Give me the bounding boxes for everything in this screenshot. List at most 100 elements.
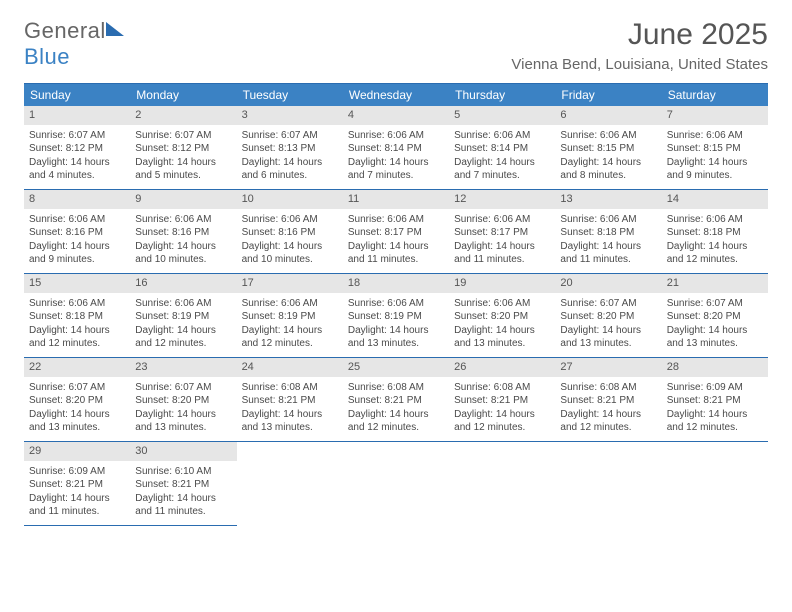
cell-line-sunrise: Sunrise: 6:06 AM (29, 213, 125, 227)
date-number: 25 (343, 358, 449, 377)
cell-line-sunset: Sunset: 8:18 PM (667, 226, 763, 240)
cell-line-day1: Daylight: 14 hours (560, 156, 656, 170)
date-number: 21 (662, 274, 768, 293)
cell-line-day1: Daylight: 14 hours (348, 408, 444, 422)
cell-line-sunset: Sunset: 8:18 PM (560, 226, 656, 240)
cell-line-day2: and 13 minutes. (348, 337, 444, 351)
cell-line-day2: and 12 minutes. (667, 421, 763, 435)
cell-line-sunrise: Sunrise: 6:08 AM (242, 381, 338, 395)
cell-line-day2: and 13 minutes. (560, 337, 656, 351)
cell-line-day2: and 12 minutes. (135, 337, 231, 351)
cell-line-day1: Daylight: 14 hours (454, 408, 550, 422)
cell-line-day2: and 9 minutes. (29, 253, 125, 267)
date-number: 30 (130, 442, 236, 461)
cell-line-sunrise: Sunrise: 6:07 AM (560, 297, 656, 311)
cell-line-sunrise: Sunrise: 6:06 AM (135, 297, 231, 311)
calendar-cell: 1Sunrise: 6:07 AMSunset: 8:12 PMDaylight… (24, 106, 130, 190)
cell-line-sunrise: Sunrise: 6:07 AM (29, 381, 125, 395)
cell-line-day2: and 13 minutes. (29, 421, 125, 435)
cell-line-day1: Daylight: 14 hours (560, 408, 656, 422)
cell-line-sunset: Sunset: 8:15 PM (667, 142, 763, 156)
cell-line-sunrise: Sunrise: 6:06 AM (454, 129, 550, 143)
date-number: 24 (237, 358, 343, 377)
cell-line-day1: Daylight: 14 hours (560, 240, 656, 254)
cell-line-sunrise: Sunrise: 6:06 AM (135, 213, 231, 227)
cell-line-day1: Daylight: 14 hours (29, 324, 125, 338)
cell-line-sunset: Sunset: 8:17 PM (454, 226, 550, 240)
cell-line-day1: Daylight: 14 hours (348, 324, 444, 338)
date-number: 1 (24, 106, 130, 125)
weekday-header: Thursday (449, 84, 555, 106)
calendar-cell-empty (343, 442, 449, 526)
cell-line-day1: Daylight: 14 hours (29, 408, 125, 422)
brand-part2: Blue (24, 44, 70, 69)
cell-line-sunrise: Sunrise: 6:08 AM (348, 381, 444, 395)
cell-line-sunset: Sunset: 8:19 PM (135, 310, 231, 324)
cell-line-sunrise: Sunrise: 6:06 AM (29, 297, 125, 311)
calendar-cell: 21Sunrise: 6:07 AMSunset: 8:20 PMDayligh… (662, 274, 768, 358)
cell-line-sunrise: Sunrise: 6:06 AM (348, 213, 444, 227)
calendar-cell: 27Sunrise: 6:08 AMSunset: 8:21 PMDayligh… (555, 358, 661, 442)
cell-line-sunrise: Sunrise: 6:06 AM (242, 213, 338, 227)
cell-line-sunset: Sunset: 8:21 PM (667, 394, 763, 408)
cell-line-day1: Daylight: 14 hours (242, 324, 338, 338)
calendar-cell: 14Sunrise: 6:06 AMSunset: 8:18 PMDayligh… (662, 190, 768, 274)
cell-line-day1: Daylight: 14 hours (242, 240, 338, 254)
cell-line-day2: and 7 minutes. (454, 169, 550, 183)
cell-line-day2: and 12 minutes. (242, 337, 338, 351)
location-label: Vienna Bend, Louisiana, United States (511, 56, 768, 73)
cell-line-day2: and 12 minutes. (29, 337, 125, 351)
cell-line-sunset: Sunset: 8:19 PM (242, 310, 338, 324)
cell-line-day2: and 11 minutes. (135, 505, 231, 519)
calendar-cell-empty (237, 442, 343, 526)
calendar-grid: SundayMondayTuesdayWednesdayThursdayFrid… (24, 83, 768, 526)
date-number: 22 (24, 358, 130, 377)
cell-line-sunset: Sunset: 8:16 PM (135, 226, 231, 240)
date-number: 15 (24, 274, 130, 293)
cell-line-sunrise: Sunrise: 6:07 AM (135, 129, 231, 143)
cell-line-day2: and 12 minutes. (560, 421, 656, 435)
cell-line-day1: Daylight: 14 hours (135, 492, 231, 506)
calendar-cell: 12Sunrise: 6:06 AMSunset: 8:17 PMDayligh… (449, 190, 555, 274)
cell-line-sunrise: Sunrise: 6:07 AM (667, 297, 763, 311)
cell-line-day1: Daylight: 14 hours (135, 408, 231, 422)
calendar-cell: 16Sunrise: 6:06 AMSunset: 8:19 PMDayligh… (130, 274, 236, 358)
cell-line-sunset: Sunset: 8:20 PM (560, 310, 656, 324)
date-number: 2 (130, 106, 236, 125)
cell-line-sunrise: Sunrise: 6:06 AM (454, 297, 550, 311)
cell-line-day2: and 11 minutes. (348, 253, 444, 267)
cell-line-sunrise: Sunrise: 6:07 AM (135, 381, 231, 395)
calendar-cell-empty (555, 442, 661, 526)
calendar-cell: 3Sunrise: 6:07 AMSunset: 8:13 PMDaylight… (237, 106, 343, 190)
cell-line-day1: Daylight: 14 hours (29, 156, 125, 170)
cell-line-day1: Daylight: 14 hours (135, 156, 231, 170)
date-number: 28 (662, 358, 768, 377)
cell-line-sunrise: Sunrise: 6:06 AM (242, 297, 338, 311)
cell-line-sunrise: Sunrise: 6:08 AM (454, 381, 550, 395)
calendar-cell-empty (449, 442, 555, 526)
cell-line-day2: and 10 minutes. (242, 253, 338, 267)
cell-line-day1: Daylight: 14 hours (667, 156, 763, 170)
date-number: 4 (343, 106, 449, 125)
calendar-cell: 23Sunrise: 6:07 AMSunset: 8:20 PMDayligh… (130, 358, 236, 442)
cell-line-day2: and 12 minutes. (667, 253, 763, 267)
cell-line-day2: and 11 minutes. (454, 253, 550, 267)
date-number: 8 (24, 190, 130, 209)
date-number: 26 (449, 358, 555, 377)
cell-line-day2: and 11 minutes. (29, 505, 125, 519)
title-block: June 2025 Vienna Bend, Louisiana, United… (511, 18, 768, 73)
weekday-header: Saturday (662, 84, 768, 106)
cell-line-sunset: Sunset: 8:21 PM (135, 478, 231, 492)
cell-line-day1: Daylight: 14 hours (348, 240, 444, 254)
calendar-cell: 29Sunrise: 6:09 AMSunset: 8:21 PMDayligh… (24, 442, 130, 526)
calendar-cell: 20Sunrise: 6:07 AMSunset: 8:20 PMDayligh… (555, 274, 661, 358)
calendar-cell-empty (662, 442, 768, 526)
cell-line-day1: Daylight: 14 hours (454, 156, 550, 170)
calendar-cell: 8Sunrise: 6:06 AMSunset: 8:16 PMDaylight… (24, 190, 130, 274)
cell-line-sunset: Sunset: 8:21 PM (454, 394, 550, 408)
cell-line-day1: Daylight: 14 hours (667, 324, 763, 338)
cell-line-day2: and 13 minutes. (135, 421, 231, 435)
calendar-cell: 10Sunrise: 6:06 AMSunset: 8:16 PMDayligh… (237, 190, 343, 274)
cell-line-sunset: Sunset: 8:12 PM (29, 142, 125, 156)
date-number: 7 (662, 106, 768, 125)
